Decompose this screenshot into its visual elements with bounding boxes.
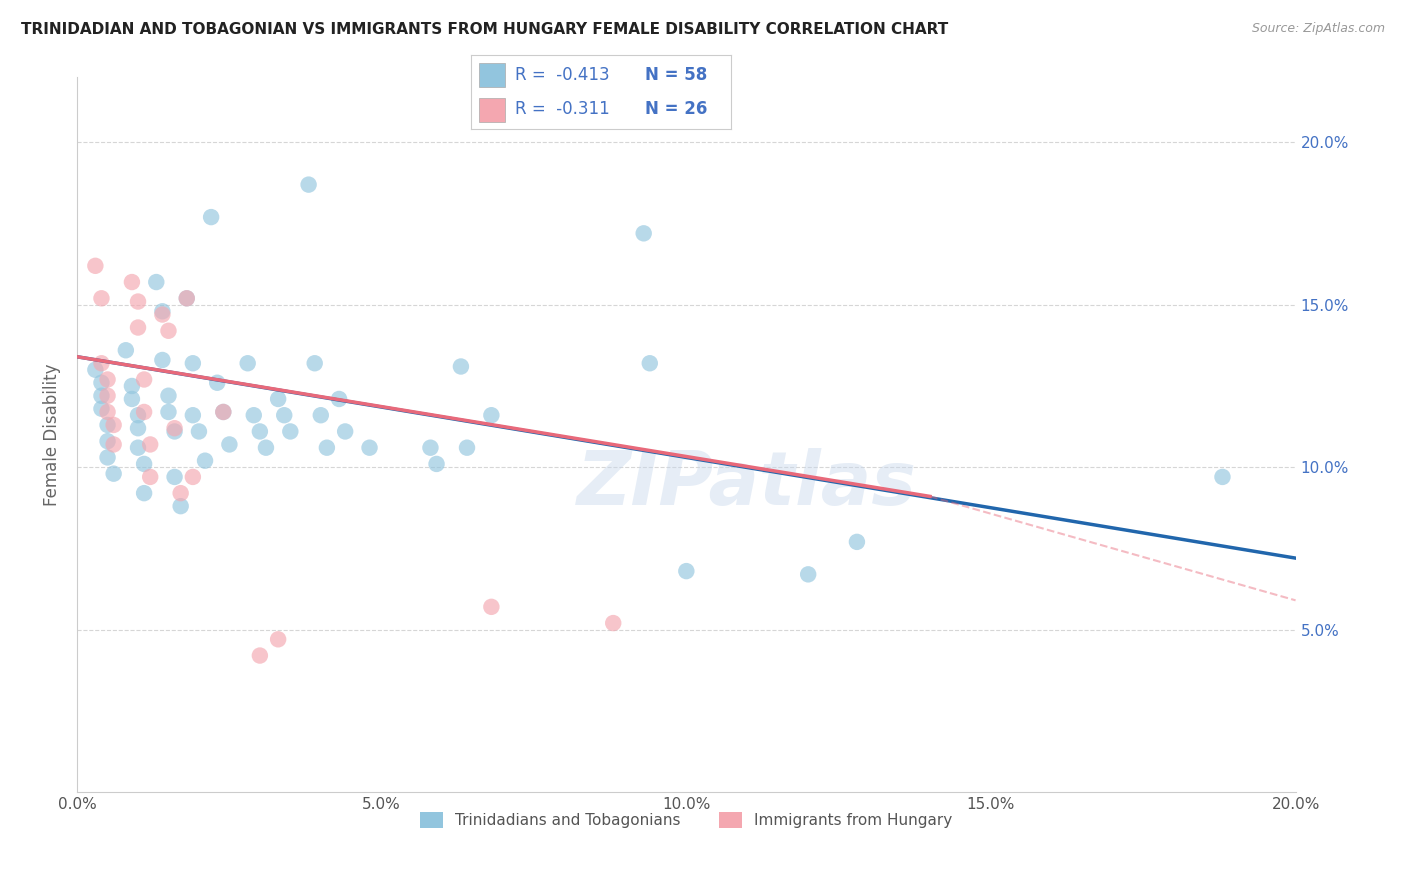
Point bbox=[90, 291, 112, 305]
Point bbox=[236, 356, 259, 370]
Bar bbox=[479, 97, 505, 122]
Point bbox=[212, 405, 235, 419]
Point bbox=[96, 450, 118, 465]
Point bbox=[84, 363, 107, 377]
Point bbox=[1211, 470, 1233, 484]
Point bbox=[169, 499, 191, 513]
Point bbox=[181, 356, 204, 370]
Point bbox=[309, 408, 332, 422]
Point bbox=[315, 441, 337, 455]
Point bbox=[181, 408, 204, 422]
Text: Source: ZipAtlas.com: Source: ZipAtlas.com bbox=[1251, 22, 1385, 36]
Point bbox=[845, 534, 868, 549]
Point bbox=[638, 356, 661, 370]
Point bbox=[450, 359, 472, 374]
Point bbox=[127, 408, 149, 422]
Point bbox=[249, 425, 271, 439]
Point bbox=[96, 405, 118, 419]
Point bbox=[90, 376, 112, 390]
Point bbox=[145, 275, 167, 289]
Point bbox=[479, 408, 502, 422]
Point bbox=[103, 467, 125, 481]
Point bbox=[200, 210, 222, 224]
Point bbox=[150, 353, 173, 368]
Point bbox=[304, 356, 326, 370]
Point bbox=[150, 308, 173, 322]
Text: R =  -0.413: R = -0.413 bbox=[515, 65, 610, 84]
Point bbox=[359, 441, 381, 455]
Point bbox=[328, 392, 350, 406]
Point bbox=[90, 389, 112, 403]
Point bbox=[249, 648, 271, 663]
Point bbox=[90, 401, 112, 416]
Point bbox=[121, 392, 143, 406]
Point bbox=[127, 294, 149, 309]
Point bbox=[479, 599, 502, 614]
Point bbox=[267, 632, 290, 647]
Point bbox=[157, 405, 180, 419]
Point bbox=[132, 486, 155, 500]
Point bbox=[96, 389, 118, 403]
Point bbox=[132, 405, 155, 419]
Point bbox=[176, 291, 198, 305]
Point bbox=[132, 372, 155, 386]
Text: R =  -0.311: R = -0.311 bbox=[515, 101, 610, 119]
Point bbox=[84, 259, 107, 273]
Point bbox=[127, 320, 149, 334]
Point bbox=[181, 470, 204, 484]
Point bbox=[139, 437, 162, 451]
Point bbox=[90, 356, 112, 370]
Point bbox=[273, 408, 295, 422]
Text: N = 26: N = 26 bbox=[645, 101, 707, 119]
Point bbox=[96, 372, 118, 386]
Point bbox=[157, 389, 180, 403]
Point bbox=[150, 304, 173, 318]
Y-axis label: Female Disability: Female Disability bbox=[44, 363, 60, 506]
Legend: Trinidadians and Tobagonians, Immigrants from Hungary: Trinidadians and Tobagonians, Immigrants… bbox=[415, 806, 959, 834]
Point bbox=[278, 425, 301, 439]
Point bbox=[163, 470, 186, 484]
Point bbox=[121, 275, 143, 289]
Point bbox=[205, 376, 228, 390]
Point bbox=[267, 392, 290, 406]
Point bbox=[163, 421, 186, 435]
Point bbox=[169, 486, 191, 500]
Point bbox=[139, 470, 162, 484]
Text: N = 58: N = 58 bbox=[645, 65, 707, 84]
Point bbox=[127, 421, 149, 435]
Point bbox=[187, 425, 209, 439]
Point bbox=[157, 324, 180, 338]
Point bbox=[675, 564, 697, 578]
Point bbox=[218, 437, 240, 451]
Point bbox=[242, 408, 264, 422]
Point bbox=[114, 343, 136, 358]
Point bbox=[633, 227, 655, 241]
Text: ZIPatlas: ZIPatlas bbox=[578, 448, 917, 521]
Point bbox=[797, 567, 820, 582]
Point bbox=[254, 441, 277, 455]
Point bbox=[163, 425, 186, 439]
Point bbox=[103, 437, 125, 451]
Point bbox=[121, 379, 143, 393]
Point bbox=[96, 434, 118, 449]
Point bbox=[103, 417, 125, 432]
Point bbox=[333, 425, 356, 439]
Point bbox=[425, 457, 447, 471]
Bar bbox=[479, 62, 505, 87]
Point bbox=[176, 291, 198, 305]
Point bbox=[456, 441, 478, 455]
Point bbox=[602, 616, 624, 631]
Point bbox=[127, 441, 149, 455]
Text: TRINIDADIAN AND TOBAGONIAN VS IMMIGRANTS FROM HUNGARY FEMALE DISABILITY CORRELAT: TRINIDADIAN AND TOBAGONIAN VS IMMIGRANTS… bbox=[21, 22, 948, 37]
Point bbox=[419, 441, 441, 455]
Point bbox=[297, 178, 319, 192]
Point bbox=[212, 405, 235, 419]
Point bbox=[132, 457, 155, 471]
Point bbox=[194, 453, 217, 467]
Point bbox=[96, 417, 118, 432]
